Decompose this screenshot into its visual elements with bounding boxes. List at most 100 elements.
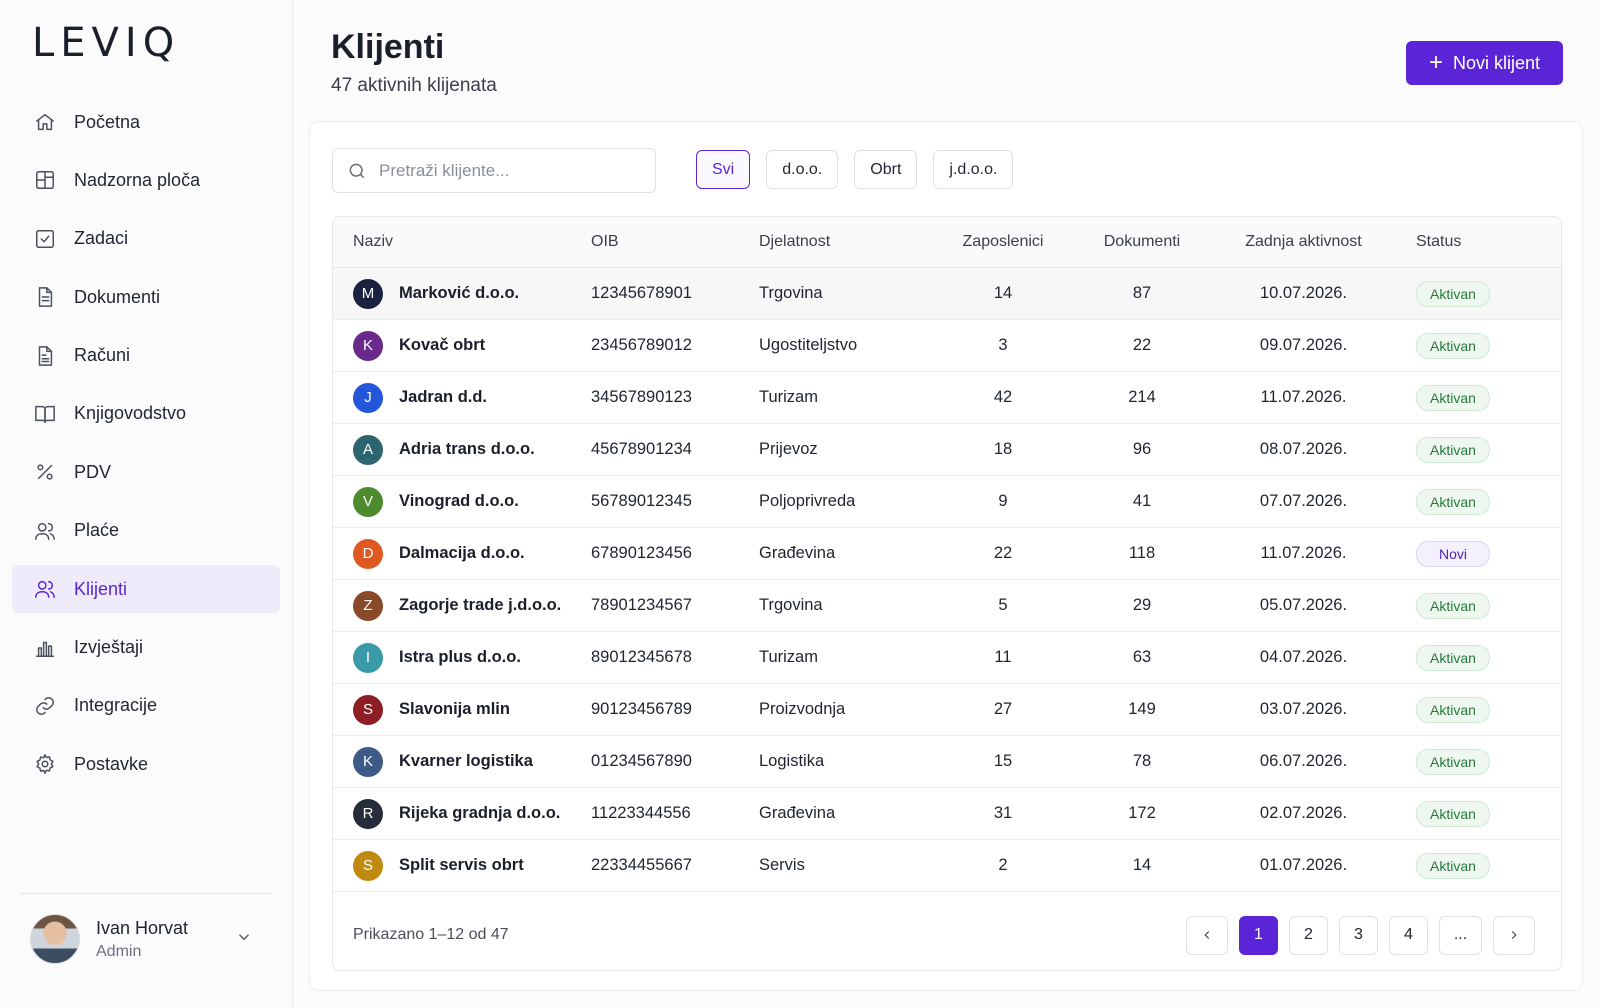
column-header-zaposlenici[interactable]: Zaposlenici [962, 233, 1044, 250]
client-name[interactable]: Jadran d.d. [399, 388, 488, 406]
last-activity-cell: 08.07.2026. [1259, 440, 1348, 458]
filter-obrt[interactable]: Obrt [854, 150, 918, 189]
client-name[interactable]: Dalmacija d.o.o. [399, 544, 525, 562]
client-name[interactable]: Split servis obrt [399, 856, 524, 874]
user-menu[interactable]: Ivan Horvat Admin [30, 914, 260, 964]
filter-svi[interactable]: Svi [696, 150, 751, 189]
table-row[interactable]: D Dalmacija d.o.o. 67890123456 Građevina 22 1… [333, 528, 1561, 580]
page-button-4[interactable]: 4 [1389, 915, 1428, 955]
table-row[interactable]: I Istra plus d.o.o. 89012345678 Turizam 11 63… [333, 632, 1561, 684]
gear-icon [34, 753, 56, 775]
documents-cell: 22 [1132, 336, 1152, 354]
client-avatar: M [353, 278, 383, 309]
next-page-button[interactable] [1493, 915, 1535, 955]
plus-icon: + [1428, 49, 1443, 76]
client-name[interactable]: Kvarner logistika [399, 752, 533, 770]
sidebar-item-izvjestaji[interactable]: Izvještaji [12, 624, 280, 672]
oib-cell: 22334455667 [591, 856, 692, 874]
table-row[interactable]: S Split servis obrt 22334455667 Servis 2 14 01… [333, 840, 1561, 892]
client-name[interactable]: Istra plus d.o.o. [399, 648, 521, 666]
logo[interactable]: LEVIQ [32, 20, 181, 66]
filter-chips: Svi d.o.o. Obrt j.d.o.o. [696, 150, 1029, 189]
status-cell: Novi [1396, 540, 1490, 567]
sidebar-item-label: Knjigovodstvo [74, 403, 187, 424]
users-icon [34, 520, 56, 542]
client-name-cell: R Rijeka gradnja d.o.o. [333, 798, 591, 829]
sidebar: LEVIQ Početna Nadzorna ploča Zadaci Doku… [0, 0, 293, 1008]
sidebar-item-integracije[interactable]: Integracije [12, 682, 280, 730]
search-icon [349, 163, 365, 178]
last-activity-cell: 03.07.2026. [1259, 700, 1348, 718]
sidebar-item-racuni[interactable]: Računi [12, 332, 280, 380]
sidebar-item-dokumenti[interactable]: Dokumenti [12, 273, 280, 321]
documents-cell: 29 [1132, 596, 1152, 614]
page-button-1[interactable]: 1 [1239, 915, 1278, 955]
client-name-cell: K Kovač obrt [333, 330, 591, 361]
last-activity-cell: 11.07.2026. [1260, 388, 1347, 406]
table-row[interactable]: A Adria trans d.o.o. 45678901234 Prijevoz 18… [333, 424, 1561, 476]
last-activity-cell: 04.07.2026. [1259, 648, 1348, 666]
column-header-dokumenti[interactable]: Dokumenti [1103, 233, 1181, 250]
table-row[interactable]: J Jadran d.d. 34567890123 Turizam 42 214 11.07… [333, 372, 1561, 424]
status-badge: Aktivan [1416, 644, 1490, 671]
sidebar-item-knjigovodstvo[interactable]: Knjigovodstvo [12, 390, 280, 438]
dashboard-icon [34, 169, 56, 191]
employees-cell: 2 [998, 856, 1008, 874]
documents-cell: 96 [1132, 440, 1152, 458]
client-name[interactable]: Vinograd d.o.o. [399, 492, 519, 510]
client-name-cell: S Split servis obrt [333, 850, 591, 881]
filter-jdoo[interactable]: j.d.o.o. [933, 150, 1014, 189]
column-header-naziv[interactable]: Naziv [353, 233, 394, 250]
page-ellipsis[interactable]: ... [1439, 915, 1482, 955]
column-header-oib[interactable]: OIB [591, 233, 619, 250]
client-name[interactable]: Zagorje trade j.d.o.o. [399, 596, 562, 614]
client-name[interactable]: Marković d.o.o. [399, 284, 520, 302]
sidebar-item-zadaci[interactable]: Zadaci [12, 215, 280, 263]
sidebar-item-klijenti[interactable]: Klijenti [12, 565, 280, 614]
prev-page-button[interactable] [1186, 915, 1228, 955]
employees-cell: 42 [993, 388, 1013, 406]
client-name[interactable]: Slavonija mlin [399, 700, 510, 718]
sidebar-item-label: Plaće [74, 520, 120, 541]
page-subtitle: 47 aktivnih klijenata [331, 75, 497, 96]
new-client-button[interactable]: + Novi klijent [1406, 41, 1563, 85]
client-avatar: V [353, 486, 383, 517]
search-input[interactable] [379, 160, 639, 181]
sidebar-item-nadzorna-ploca[interactable]: Nadzorna ploča [12, 156, 280, 204]
status-badge: Aktivan [1416, 748, 1490, 775]
status-cell: Aktivan [1396, 488, 1490, 515]
table-row[interactable]: Z Zagorje trade j.d.o.o. 78901234567 Trgovi… [333, 580, 1561, 632]
column-header-status[interactable]: Status [1416, 233, 1462, 250]
client-name[interactable]: Rijeka gradnja d.o.o. [399, 804, 561, 822]
column-header-zadnja-aktivnost[interactable]: Zadnja aktivnost [1245, 233, 1362, 250]
table-footer: Prikazano 1–12 od 47 1 2 3 4 ... [333, 900, 1561, 970]
table-row[interactable]: K Kvarner logistika 01234567890 Logistika 15… [333, 736, 1561, 788]
chevron-down-icon[interactable] [235, 928, 253, 951]
page-button-2[interactable]: 2 [1289, 915, 1328, 955]
activity-cell: Proizvodnja [759, 700, 846, 718]
sidebar-item-postavke[interactable]: Postavke [12, 740, 280, 788]
last-activity-cell: 10.07.2026. [1259, 284, 1348, 302]
client-name[interactable]: Adria trans d.o.o. [399, 440, 535, 458]
client-name-cell: A Adria trans d.o.o. [333, 434, 591, 465]
table-row[interactable]: M Marković d.o.o. 12345678901 Trgovina 14 87 1… [333, 268, 1561, 320]
table-row[interactable]: V Vinograd d.o.o. 56789012345 Poljoprivreda… [333, 476, 1561, 528]
table-row[interactable]: S Slavonija mlin 90123456789 Proizvodnja 27 1… [333, 684, 1561, 736]
page-button-3[interactable]: 3 [1339, 915, 1378, 955]
column-header-djelatnost[interactable]: Djelatnost [759, 233, 831, 250]
documents-cell: 41 [1132, 492, 1152, 510]
table-row[interactable]: K Kovač obrt 23456789012 Ugostiteljstvo 3 22 0… [333, 320, 1561, 372]
client-name[interactable]: Kovač obrt [399, 336, 486, 354]
sidebar-item-place[interactable]: Plaće [12, 507, 280, 555]
sidebar-item-pocetna[interactable]: Početna [12, 98, 280, 146]
documents-cell: 172 [1128, 804, 1156, 822]
users-icon [34, 578, 56, 600]
table-row[interactable]: R Rijeka gradnja d.o.o. 11223344556 Građevi… [333, 788, 1561, 840]
activity-cell: Turizam [759, 648, 818, 666]
sidebar-item-pdv[interactable]: PDV [12, 448, 280, 496]
checkbox-icon [34, 228, 56, 250]
activity-cell: Prijevoz [759, 440, 818, 458]
filter-doo[interactable]: d.o.o. [766, 150, 839, 189]
search-box[interactable] [332, 148, 656, 193]
home-icon [34, 111, 56, 133]
